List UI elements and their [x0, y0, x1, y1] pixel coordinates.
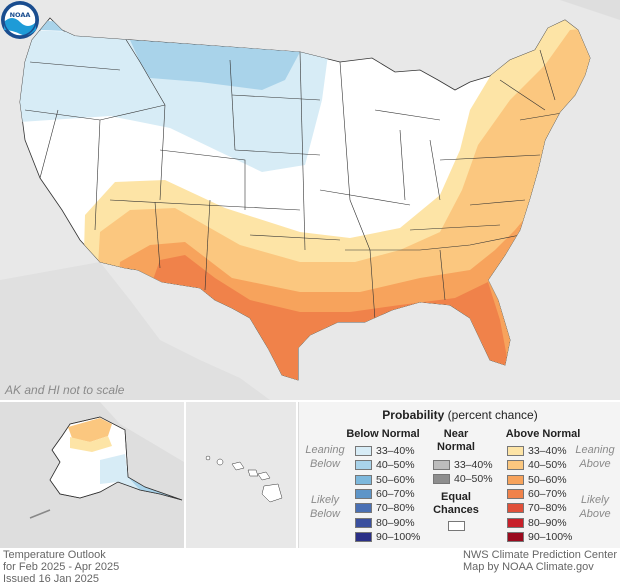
leaning-below-label: Leaning Below [305, 444, 345, 470]
near-normal-label: 40–50% [454, 473, 493, 486]
alaska-inset [0, 402, 184, 548]
below-normal-row: 40–50% [355, 458, 415, 472]
near-normal-row: 33–40% [433, 458, 493, 472]
below-normal-swatch [355, 460, 372, 471]
above-normal-swatch [507, 446, 524, 456]
outlook-title: Temperature Outlook [3, 549, 106, 561]
below-normal-label: 60–70% [376, 487, 415, 500]
below-normal-swatch [355, 531, 372, 542]
below-normal-swatch [355, 474, 372, 485]
above-normal-swatch [507, 531, 524, 542]
below-normal-row: 90–100% [355, 530, 420, 544]
below-normal-label: 50–60% [376, 473, 415, 486]
state-borders [24, 29, 581, 321]
below-normal-label: 80–90% [376, 516, 415, 529]
above-normal-row: 70–80% [507, 501, 567, 515]
below-normal-row: 70–80% [355, 501, 415, 515]
map-divider [0, 400, 620, 402]
credit-caption: NWS Climate Prediction Center Map by NOA… [463, 549, 617, 573]
above-normal-row: 50–60% [507, 473, 567, 487]
noaa-logo-text: NOAA [10, 11, 31, 19]
below-normal-swatch [355, 488, 372, 499]
likely-above-label: Likely Above [579, 494, 611, 520]
below-normal-label: 70–80% [376, 502, 415, 515]
below-normal-row: 60–70% [355, 487, 415, 501]
above-normal-swatch [507, 503, 524, 514]
conus-map-panel: AK and HI not to scale NOAA [0, 0, 620, 400]
above-normal-label: 33–40% [528, 445, 567, 457]
above-normal-label: 50–60% [528, 473, 567, 486]
leaning-above-label: Leaning Above [575, 444, 615, 470]
above-normal-row: 60–70% [507, 487, 567, 501]
near-normal-row: 40–50% [433, 472, 493, 486]
above-normal-row: 40–50% [507, 458, 567, 472]
below-normal-row: 50–60% [355, 473, 415, 487]
legend-title-rest: (percent chance) [444, 408, 538, 422]
above-normal-label: 80–90% [528, 516, 567, 529]
conus-map [0, 0, 620, 400]
canada-shape [0, 0, 620, 20]
near-normal-label: 33–40% [454, 459, 493, 471]
above-normal-swatch [507, 460, 524, 471]
scale-note: AK and HI not to scale [5, 383, 125, 397]
near-normal-swatch [433, 474, 450, 485]
legend-title-bold: Probability [382, 408, 445, 422]
above-normal-label: 90–100% [528, 530, 573, 543]
below-normal-row: 33–40% [355, 444, 415, 458]
above-normal-label: 40–50% [528, 459, 567, 472]
hawaii-map [205, 455, 283, 503]
equal-chances-swatch [448, 521, 465, 531]
equal-chances-label: Equal Chances [433, 491, 479, 516]
credit-climategov: Map by NOAA Climate.gov [462, 561, 594, 573]
below-normal-swatch [355, 503, 372, 514]
credit-cpc: NWS Climate Prediction Center [462, 549, 617, 561]
below-normal-swatch [355, 446, 372, 456]
above-normal-label: 60–70% [528, 487, 567, 500]
above-normal-swatch [507, 488, 524, 499]
below-normal-label: 40–50% [376, 459, 415, 472]
legend-title: Probability (percent chance) [299, 408, 620, 422]
issued-date: Issued 16 Jan 2025 [3, 573, 100, 585]
above-normal-header: Above Normal [505, 428, 581, 440]
near-normal-swatch [433, 460, 450, 470]
below-normal-header: Below Normal [346, 428, 420, 440]
outlook-period: for Feb 2025 - Apr 2025 [3, 561, 120, 573]
below-normal-swatch [355, 517, 372, 528]
below-normal-row: 80–90% [355, 516, 415, 530]
above-normal-label: 70–80% [528, 502, 567, 515]
near-normal-header: Near Normal [437, 428, 475, 453]
outlook-caption: Temperature Outlook for Feb 2025 - Apr 2… [3, 549, 119, 585]
above-normal-swatch [507, 517, 524, 528]
above-normal-row: 80–90% [507, 516, 567, 530]
probability-legend: Probability (percent chance) Below Norma… [298, 402, 620, 548]
above-normal-swatch [507, 474, 524, 485]
below-normal-label: 33–40% [376, 445, 415, 457]
below-normal-label: 90–100% [376, 530, 421, 543]
noaa-logo-icon: NOAA [1, 1, 39, 39]
mexico-shape [0, 262, 270, 400]
above-normal-row: 33–40% [507, 444, 567, 458]
likely-below-label: Likely Below [310, 494, 340, 520]
above-normal-row: 90–100% [507, 530, 572, 544]
alaska-map [0, 402, 184, 548]
hawaii-inset [186, 402, 296, 548]
